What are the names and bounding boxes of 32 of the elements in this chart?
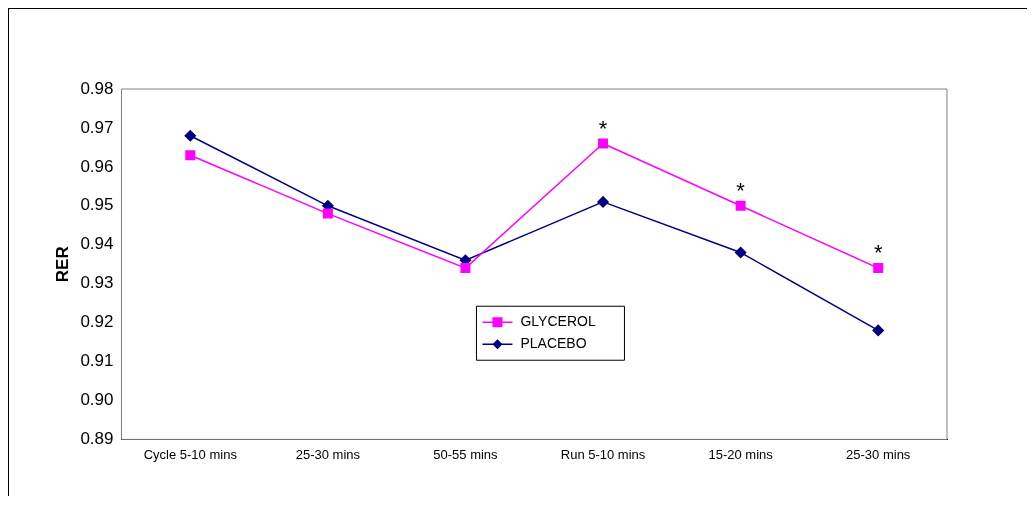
data-label: * [873, 240, 883, 266]
legend-label: PLACEBO [520, 335, 587, 352]
point [734, 246, 747, 259]
y-tick-label: 0.98 [80, 78, 114, 98]
point [460, 263, 471, 274]
legend-label: GLYCEROL [520, 313, 596, 330]
y-tick-label: 0.93 [80, 273, 114, 293]
x-tick-label: Run 5-10 mins [560, 446, 646, 462]
y-tick-label: 0.95 [80, 195, 114, 215]
point [597, 196, 609, 208]
point [735, 200, 746, 211]
point [185, 150, 196, 161]
data-label: * [736, 177, 746, 203]
point [598, 138, 609, 149]
y-tick-label: 0.92 [80, 312, 114, 332]
x-tick-label: 25-30 mins [295, 446, 361, 462]
y-tick-label: 0.97 [80, 117, 114, 137]
point [873, 263, 884, 274]
point [184, 129, 197, 142]
x-tick-label: 50-55 mins [433, 446, 499, 462]
y-tick-label: 0.90 [80, 390, 114, 410]
y-tick-label: 0.94 [80, 234, 114, 254]
x-tick-label: 15-20 mins [708, 446, 774, 462]
x-tick-label: 25-30 mins [846, 446, 911, 462]
y-tick-label: 0.89 [80, 429, 114, 449]
x-tick-label: Cycle 5-10 mins [143, 446, 238, 462]
y-tick-label: 0.91 [80, 351, 114, 371]
y-axis-title: RER [52, 246, 72, 283]
data-label: * [598, 115, 608, 141]
point [322, 208, 333, 219]
point [872, 324, 884, 337]
y-tick-label: 0.96 [80, 156, 114, 176]
